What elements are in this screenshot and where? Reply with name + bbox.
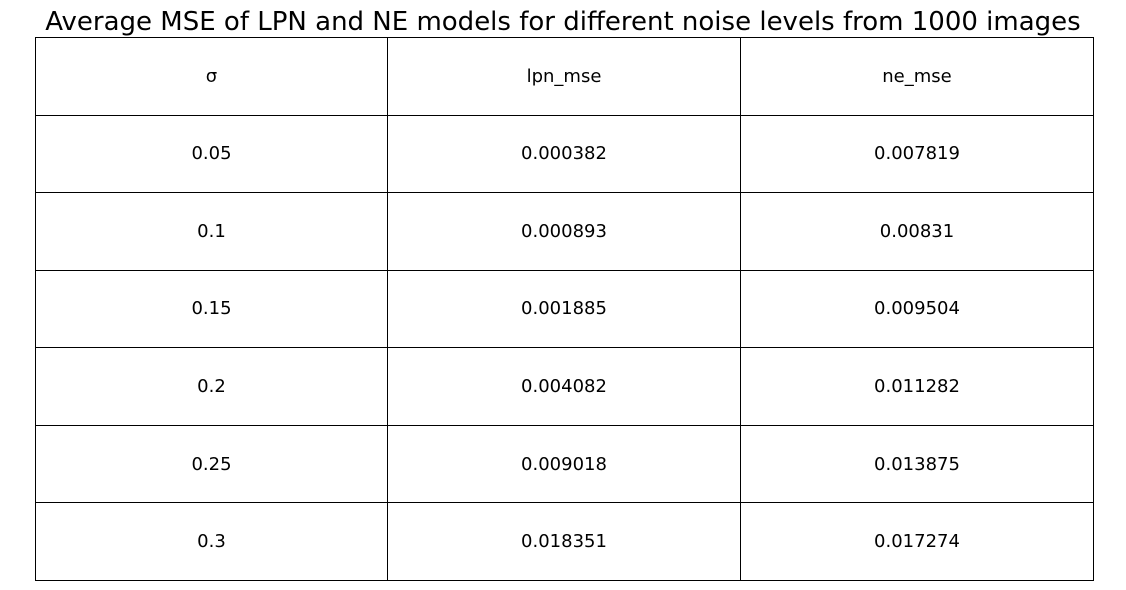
ne-mse-cell: 0.009504 [740, 269, 1094, 349]
table-row: 0.1 0.000893 0.00831 [35, 192, 1094, 271]
lpn-mse-cell: 0.004082 [387, 347, 741, 426]
table-row: 0.15 0.001885 0.009504 [35, 269, 1094, 349]
sigma-cell: 0.15 [35, 269, 388, 349]
lpn-mse-cell: 0.000382 [387, 114, 741, 194]
ne-mse-cell: 0.013875 [740, 424, 1094, 504]
sigma-cell: 0.3 [35, 502, 388, 581]
sigma-cell: 0.2 [35, 347, 388, 426]
table-row: 0.05 0.000382 0.007819 [35, 114, 1094, 194]
ne-mse-cell: 0.017274 [740, 502, 1094, 581]
sigma-cell: 0.25 [35, 424, 388, 504]
header-cell-lpn-mse: lpn_mse [387, 37, 741, 116]
table-row: 0.25 0.009018 0.013875 [35, 424, 1094, 504]
chart-title: Average MSE of LPN and NE models for dif… [45, 7, 1081, 37]
lpn-mse-cell: 0.000893 [387, 192, 741, 271]
header-row: σ lpn_mse ne_mse [35, 37, 1094, 116]
lpn-mse-cell: 0.001885 [387, 269, 741, 349]
ne-mse-cell: 0.007819 [740, 114, 1094, 194]
table-row: 0.2 0.004082 0.011282 [35, 347, 1094, 426]
header-cell-ne-mse: ne_mse [740, 37, 1094, 116]
table-row: 0.3 0.018351 0.017274 [35, 502, 1094, 581]
lpn-mse-cell: 0.009018 [387, 424, 741, 504]
sigma-cell: 0.05 [35, 114, 388, 194]
ne-mse-cell: 0.011282 [740, 347, 1094, 426]
header-cell-sigma: σ [35, 37, 388, 116]
sigma-cell: 0.1 [35, 192, 388, 271]
lpn-mse-cell: 0.018351 [387, 502, 741, 581]
mse-table: σ lpn_mse ne_mse 0.05 0.000382 0.007819 … [35, 37, 1094, 581]
ne-mse-cell: 0.00831 [740, 192, 1094, 271]
